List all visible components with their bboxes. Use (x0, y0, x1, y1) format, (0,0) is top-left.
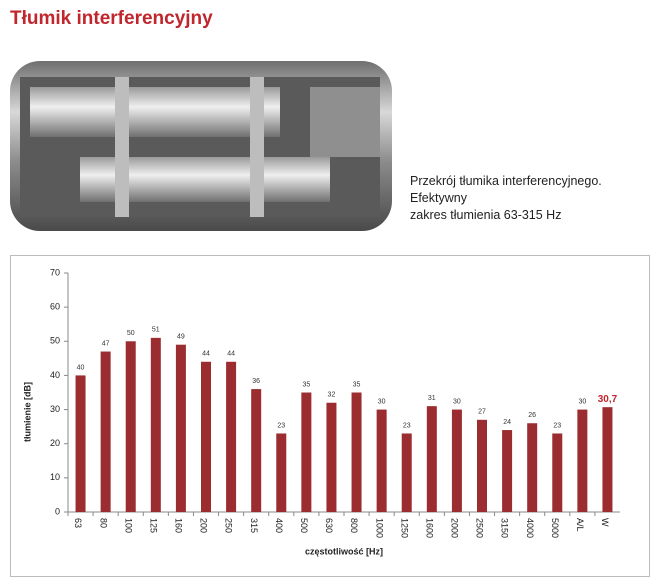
bar (477, 419, 487, 512)
value-label: 30 (578, 398, 586, 405)
x-tick-label: 315 (249, 518, 259, 533)
x-tick-label: 250 (224, 518, 234, 533)
x-tick-label: 2500 (475, 518, 485, 538)
bar (251, 389, 262, 512)
value-label: 23 (277, 422, 285, 429)
value-label: 27 (478, 409, 486, 416)
value-label: 44 (202, 351, 210, 358)
value-label: 30 (453, 398, 461, 405)
bar (401, 433, 412, 512)
bar (301, 392, 312, 512)
y-tick-label: 60 (50, 302, 60, 312)
x-tick-label: 1600 (424, 518, 434, 538)
bar (577, 409, 588, 512)
x-tick-label: 5000 (550, 518, 560, 538)
bar (426, 406, 437, 512)
value-label: 51 (152, 327, 160, 334)
value-label: 36 (252, 378, 260, 385)
value-label: 30 (378, 398, 386, 405)
caption-line: zakres tłumienia 63-315 Hz (410, 208, 562, 222)
x-tick-label: 80 (98, 518, 108, 528)
caption-line: Przekrój tłumika interferencyjnego. Efek… (410, 174, 602, 205)
page-title: Tłumik interferencyjny (10, 8, 213, 29)
bar (226, 361, 237, 512)
x-tick-label: A/L (575, 518, 585, 532)
y-tick-label: 30 (50, 404, 60, 414)
y-tick-label: 10 (50, 472, 60, 482)
x-tick-label: 2000 (450, 518, 460, 538)
x-tick-label: 400 (274, 518, 284, 533)
value-label: 35 (353, 381, 361, 388)
x-tick-label: 100 (123, 518, 133, 533)
bar (125, 341, 136, 512)
x-tick-label: 4000 (525, 518, 535, 538)
bar (351, 392, 362, 512)
bar (175, 344, 186, 512)
bar (276, 433, 287, 512)
x-tick-label: 1000 (374, 518, 384, 538)
value-label: 40 (77, 364, 85, 371)
value-label: 23 (553, 422, 561, 429)
bar (150, 337, 161, 512)
x-tick-label: 1250 (399, 518, 409, 538)
x-tick-label: 125 (148, 518, 158, 533)
x-axis-title: częstotliwość [Hz] (305, 546, 383, 556)
y-tick-label: 20 (50, 438, 60, 448)
x-tick-label: 630 (324, 518, 334, 533)
value-label: 24 (503, 419, 511, 426)
caption: Przekrój tłumika interferencyjnego. Efek… (410, 173, 660, 224)
x-tick-label: 160 (174, 518, 184, 533)
x-tick-label: 500 (299, 518, 309, 533)
x-tick-label: 800 (349, 518, 359, 533)
bar (602, 407, 613, 512)
bar (451, 409, 462, 512)
value-label: 23 (403, 422, 411, 429)
bar (527, 423, 538, 512)
x-tick-label: W (600, 518, 610, 527)
x-tick-label: 200 (199, 518, 209, 533)
chart: tłumienie [dB] częstotliwość [Hz] 0 10 20 3… (10, 255, 650, 577)
x-tick-label: 63 (73, 518, 83, 528)
photo (10, 47, 392, 244)
value-label: 49 (177, 334, 185, 341)
y-axis-title: tłumienie [dB] (22, 382, 32, 442)
value-label: 47 (102, 340, 110, 347)
bar (552, 433, 563, 512)
value-label: 50 (127, 330, 135, 337)
y-tick-label: 0 (55, 506, 60, 516)
x-tick-label: 3150 (500, 518, 510, 538)
bar (100, 351, 111, 512)
value-label: 26 (528, 412, 536, 419)
value-label: 44 (227, 351, 235, 358)
value-label: 35 (302, 381, 310, 388)
value-label: 32 (328, 392, 336, 399)
y-tick-label: 50 (50, 336, 60, 346)
bar (376, 409, 387, 512)
y-tick-label: 40 (50, 370, 60, 380)
value-label: 30,7 (598, 394, 618, 405)
bar (326, 402, 337, 512)
bar (201, 361, 211, 512)
y-tick-label: 70 (50, 267, 60, 277)
bar (502, 430, 513, 512)
value-label: 31 (428, 395, 436, 402)
bar (75, 375, 86, 512)
